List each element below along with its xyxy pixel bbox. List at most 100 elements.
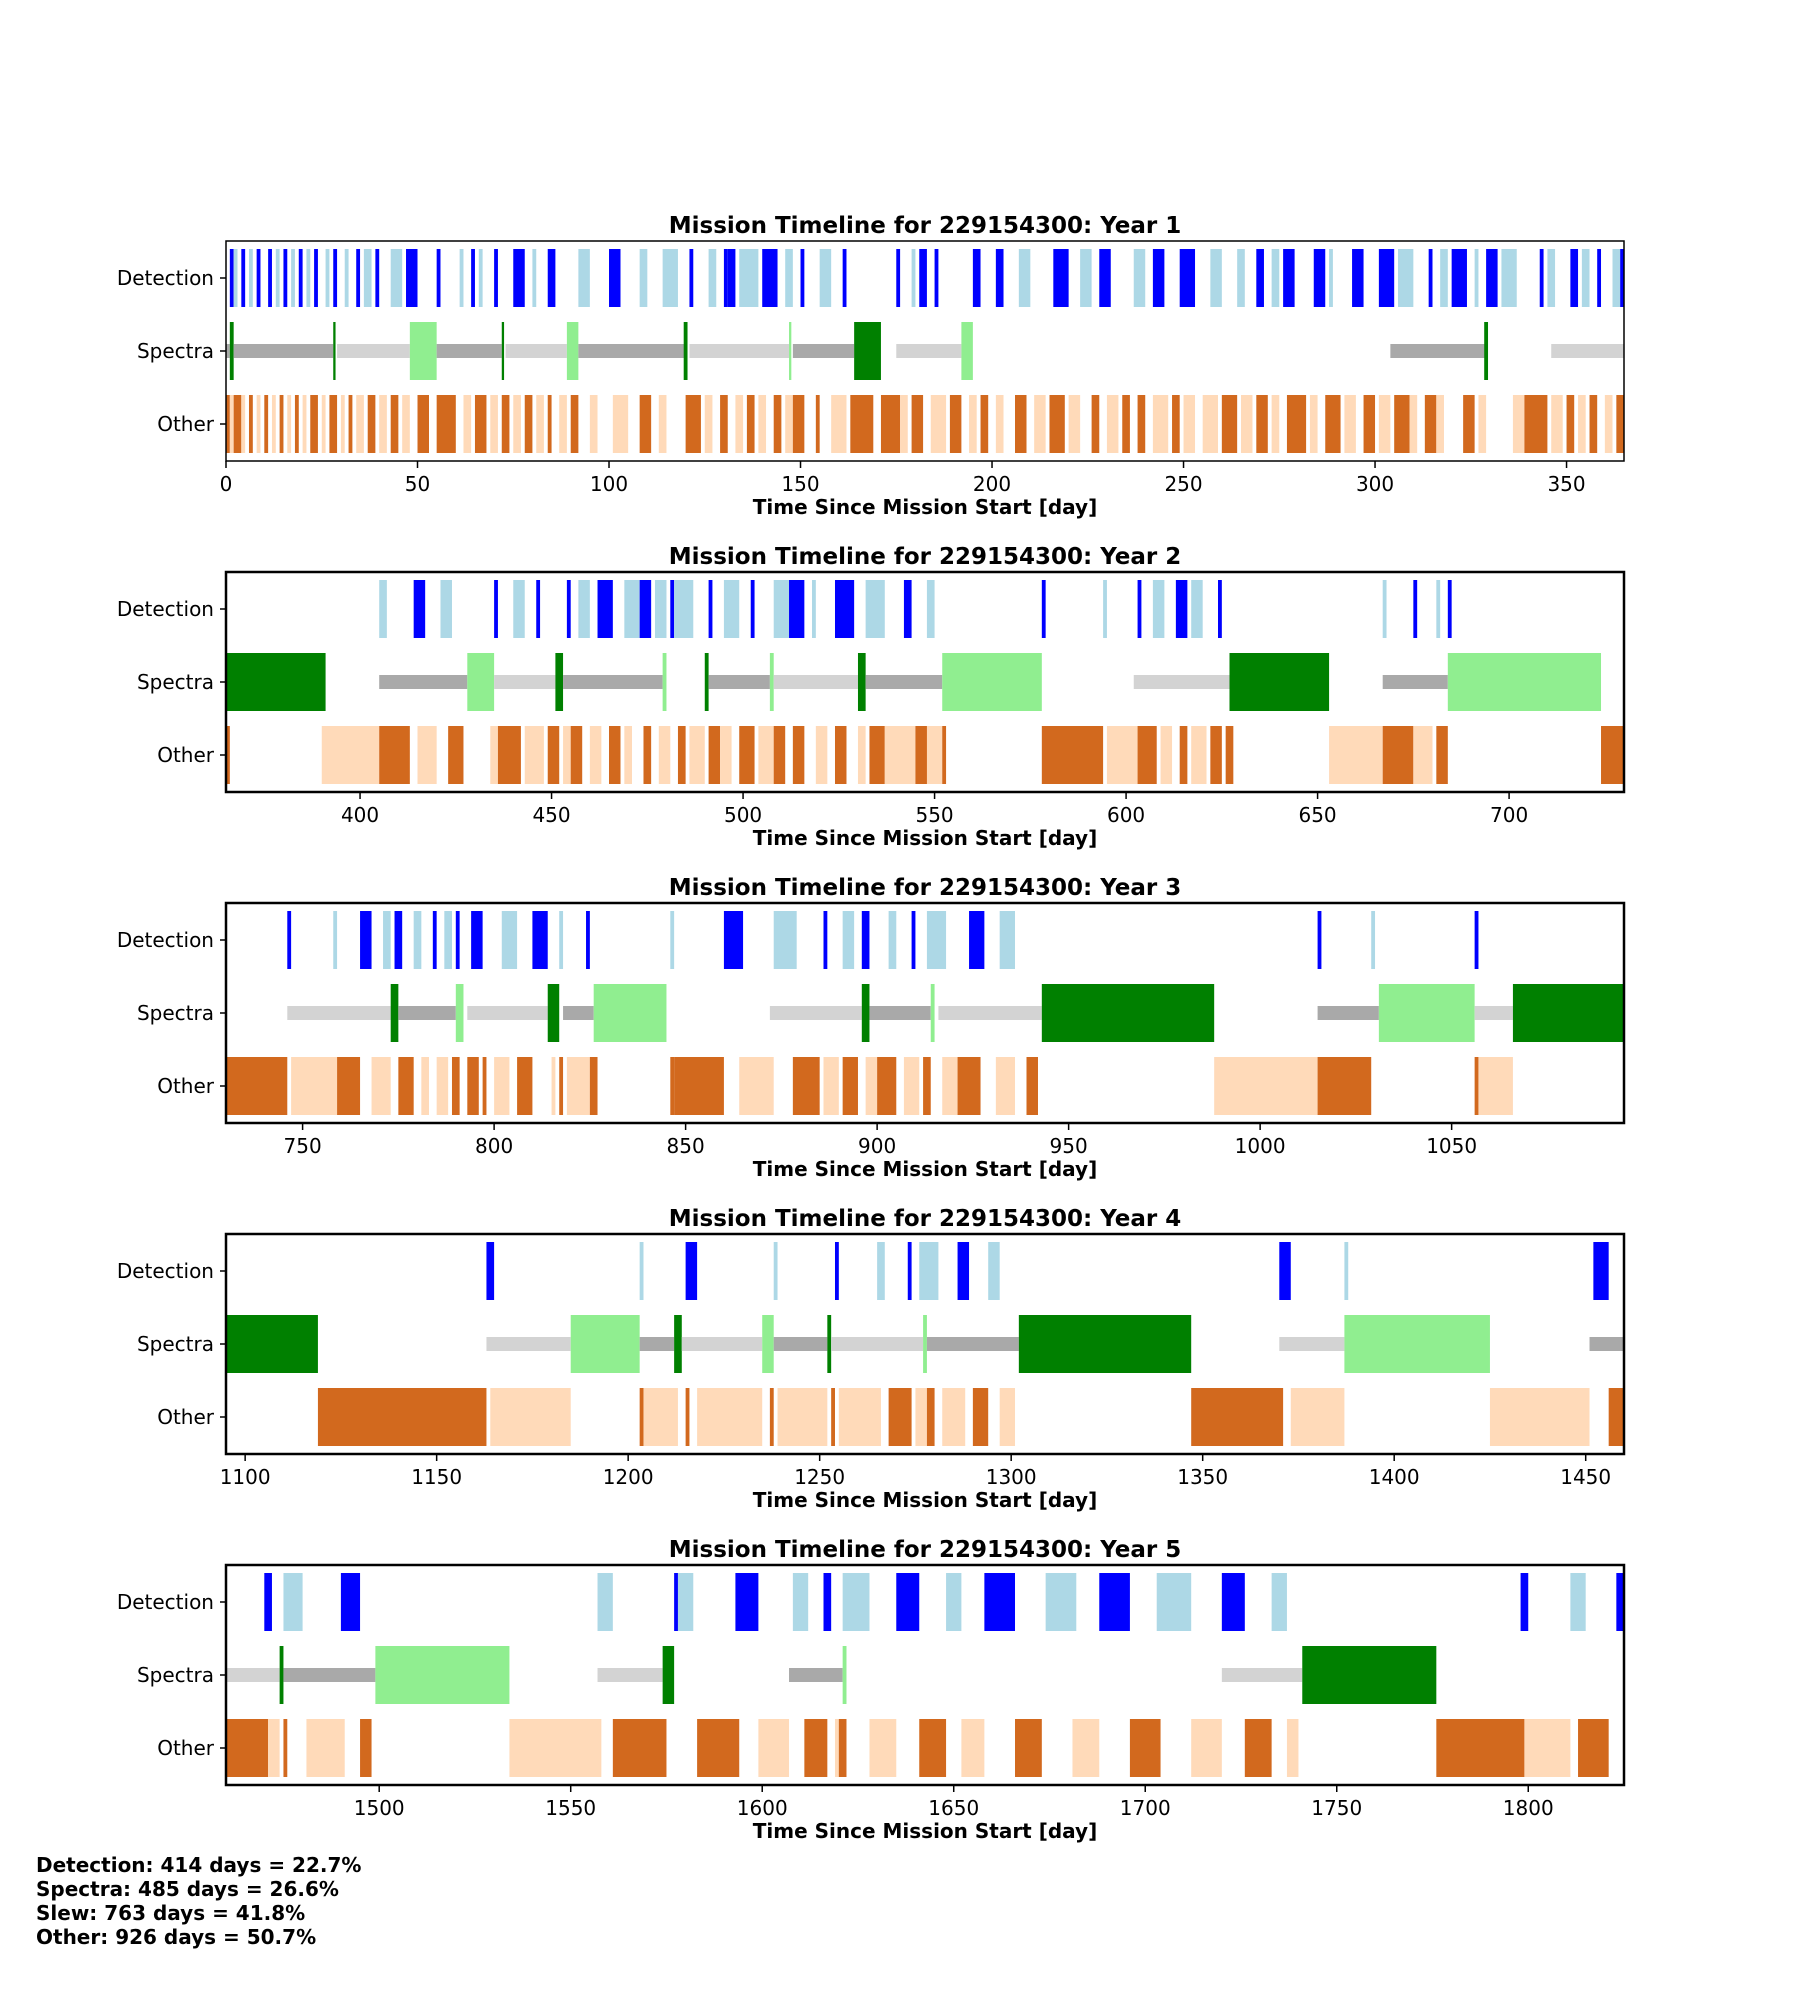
detection-segment [896,1573,920,1631]
spectra-segment [1344,1315,1490,1373]
other-segment [995,395,1004,453]
other-segment [348,395,353,453]
other-segment [268,1719,280,1777]
other-segment [639,395,652,453]
other-segment [670,1057,675,1115]
other-segment [524,395,533,453]
other-segment [589,1057,598,1115]
other-segment [287,395,292,453]
other-segment [999,1388,1016,1446]
detection-segment [1191,580,1203,638]
other-segment [563,726,571,784]
x-tick-label: 500 [724,803,762,827]
other-segment [869,1719,897,1777]
detection-segment [1137,580,1142,638]
spectra-segment [683,322,688,380]
spectra-segment [938,1006,1042,1020]
detection-segment [248,249,253,307]
detection-segment [1593,1242,1609,1300]
detection-segment [877,1242,885,1300]
row-label-detection: Detection [117,597,214,621]
spectra-segment [1447,653,1602,711]
detection-segment [1018,249,1031,307]
detection-segment [1210,249,1222,307]
other-segment [367,395,376,453]
x-tick-label: 1600 [737,1796,788,1820]
x-tick-label: 400 [341,803,379,827]
detection-segment [723,911,744,969]
spectra-segment [869,1006,931,1020]
detection-segment [800,249,805,307]
axes-frame [224,570,1626,794]
spectra-segment [379,675,468,689]
other-segment [356,395,364,453]
other-segment [677,726,686,784]
spectra-segment [789,1668,843,1682]
x-tick-label: 1200 [603,1465,654,1489]
detection-segment [455,911,460,969]
other-segment [1068,395,1081,453]
other-segment [264,395,269,453]
spectra-segment [1589,1337,1624,1351]
other-segment [329,395,338,453]
stat-spectra: Spectra: 485 days = 26.6% [36,1877,339,1901]
detection-segment [1279,1242,1291,1300]
detection-segment [773,1242,778,1300]
detection-segment [842,1573,870,1631]
spectra-segment [279,1646,284,1704]
other-segment [697,1719,740,1777]
spectra-segment [708,675,770,689]
detection-segment [1428,249,1433,307]
detection-segment [735,1573,759,1631]
detection-segment [256,249,261,307]
other-segment [643,1388,678,1446]
detection-segment [1152,580,1165,638]
stat-other: Other: 926 days = 50.7% [36,1925,317,1949]
other-segment [1309,395,1318,453]
detection-segment [394,911,403,969]
spectra-segment [1378,984,1475,1042]
spectra-segment [390,984,399,1042]
x-tick-label: 800 [475,1134,513,1158]
detection-segment [689,249,694,307]
other-segment [1034,395,1046,453]
detection-segment [513,249,525,307]
detection-segment [1440,249,1448,307]
other-segment [612,1719,667,1777]
detection-segment [969,911,985,969]
other-segment [256,395,261,453]
other-segment [942,726,947,784]
other-segment [880,395,901,453]
spectra-segment [961,322,973,380]
detection-segment [1329,249,1333,307]
x-axis-label: Time Since Mission Start [day] [753,1157,1097,1181]
detection-segment [1133,249,1146,307]
detection-segment [1451,249,1467,307]
detection-segment [390,249,403,307]
spectra-segment [662,653,667,711]
other-segment [1091,395,1100,453]
other-segment [1015,1719,1042,1777]
detection-segment [306,249,311,307]
detection-segment [995,249,1004,307]
detection-segment [1237,249,1245,307]
detection-segment [861,911,870,969]
detection-segment [1520,1573,1529,1631]
detection-segment [291,249,295,307]
other-segment [1524,1719,1571,1777]
other-segment [704,395,713,453]
other-segment [1286,1719,1299,1777]
detection-segment [677,1573,694,1631]
other-segment [697,1388,763,1446]
spectra-segment [501,322,505,380]
x-tick-label: 850 [667,1134,705,1158]
detection-segment [934,249,939,307]
detection-segment [926,911,947,969]
detection-segment [823,1573,832,1631]
other-segment [451,1057,460,1115]
x-tick-label: 1700 [1120,1796,1171,1820]
detection-segment [1371,911,1376,969]
detection-segment [344,249,349,307]
other-segment [294,395,299,453]
